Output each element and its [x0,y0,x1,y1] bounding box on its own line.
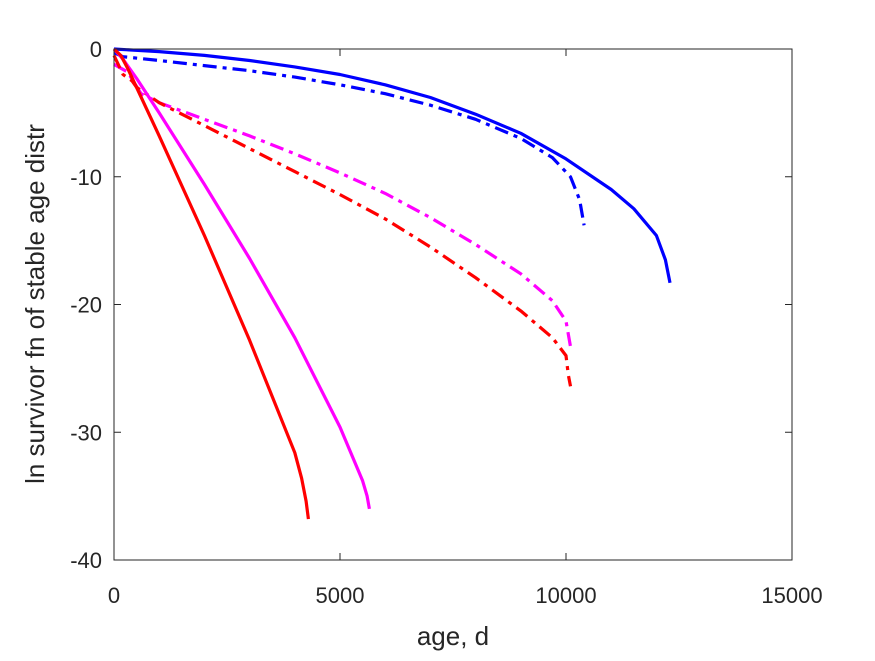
series-layer [112,47,672,520]
y-tick-label: -30 [70,420,102,445]
y-tick-label: -10 [70,165,102,190]
y-tick-label: -20 [70,293,102,318]
x-tick-label: 5000 [316,583,365,608]
x-axis-label: age, d [417,621,489,651]
tick-layer: 0 5000 10000 15000 0 -10 -20 -30 -40 [70,37,822,608]
series-line-2 [113,51,586,226]
y-axis-label: ln survivor fn of stable age distr [20,124,50,484]
plot-area-background [114,49,792,560]
series-line-6 [112,47,310,520]
x-tick-label: 0 [108,583,120,608]
y-tick-label: 0 [90,37,102,62]
series-line-5 [112,47,371,510]
x-tick-label: 15000 [761,583,822,608]
y-tick-label: -40 [70,548,102,573]
series-line-3 [113,62,573,347]
x-tick-label: 10000 [535,583,596,608]
series-line-1 [113,47,672,284]
